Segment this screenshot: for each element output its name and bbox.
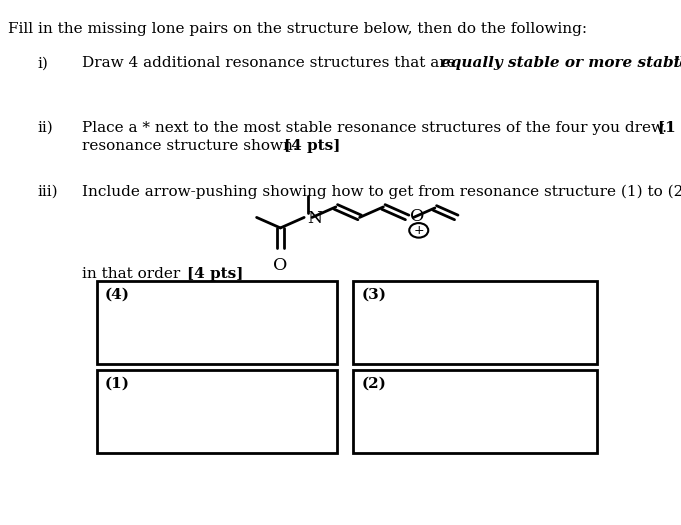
Text: (3): (3) — [361, 287, 386, 301]
Text: equally stable or more stable: equally stable or more stable — [441, 56, 681, 70]
Text: [1 pt]: [1 pt] — [658, 121, 681, 135]
Bar — [97, 281, 337, 364]
Text: Include arrow-pushing showing how to get from resonance structure (1) to (2) to : Include arrow-pushing showing how to get… — [82, 185, 681, 199]
Text: Fill in the missing lone pairs on the structure below, then do the following:: Fill in the missing lone pairs on the st… — [8, 22, 587, 36]
Bar — [97, 370, 337, 453]
Text: O: O — [272, 257, 287, 274]
Text: (2): (2) — [361, 376, 386, 390]
Text: N: N — [306, 209, 322, 227]
Bar — [353, 281, 597, 364]
Text: (4): (4) — [105, 287, 129, 301]
Text: in that order: in that order — [82, 267, 185, 281]
Text: (1): (1) — [105, 376, 129, 390]
Text: resonance structure shown.: resonance structure shown. — [82, 139, 302, 153]
Bar — [353, 370, 597, 453]
Text: Place a * next to the most stable resonance structures of the four you drew.: Place a * next to the most stable resona… — [82, 121, 672, 135]
Text: ii): ii) — [37, 121, 52, 135]
Text: +: + — [413, 224, 424, 237]
Text: than the: than the — [669, 56, 681, 70]
Text: [4 pts]: [4 pts] — [187, 267, 243, 281]
Text: [4 pts]: [4 pts] — [284, 139, 340, 153]
Text: Draw 4 additional resonance structures that are: Draw 4 additional resonance structures t… — [82, 56, 460, 70]
Text: O: O — [410, 208, 424, 225]
Text: iii): iii) — [37, 185, 58, 199]
Text: i): i) — [37, 56, 48, 70]
